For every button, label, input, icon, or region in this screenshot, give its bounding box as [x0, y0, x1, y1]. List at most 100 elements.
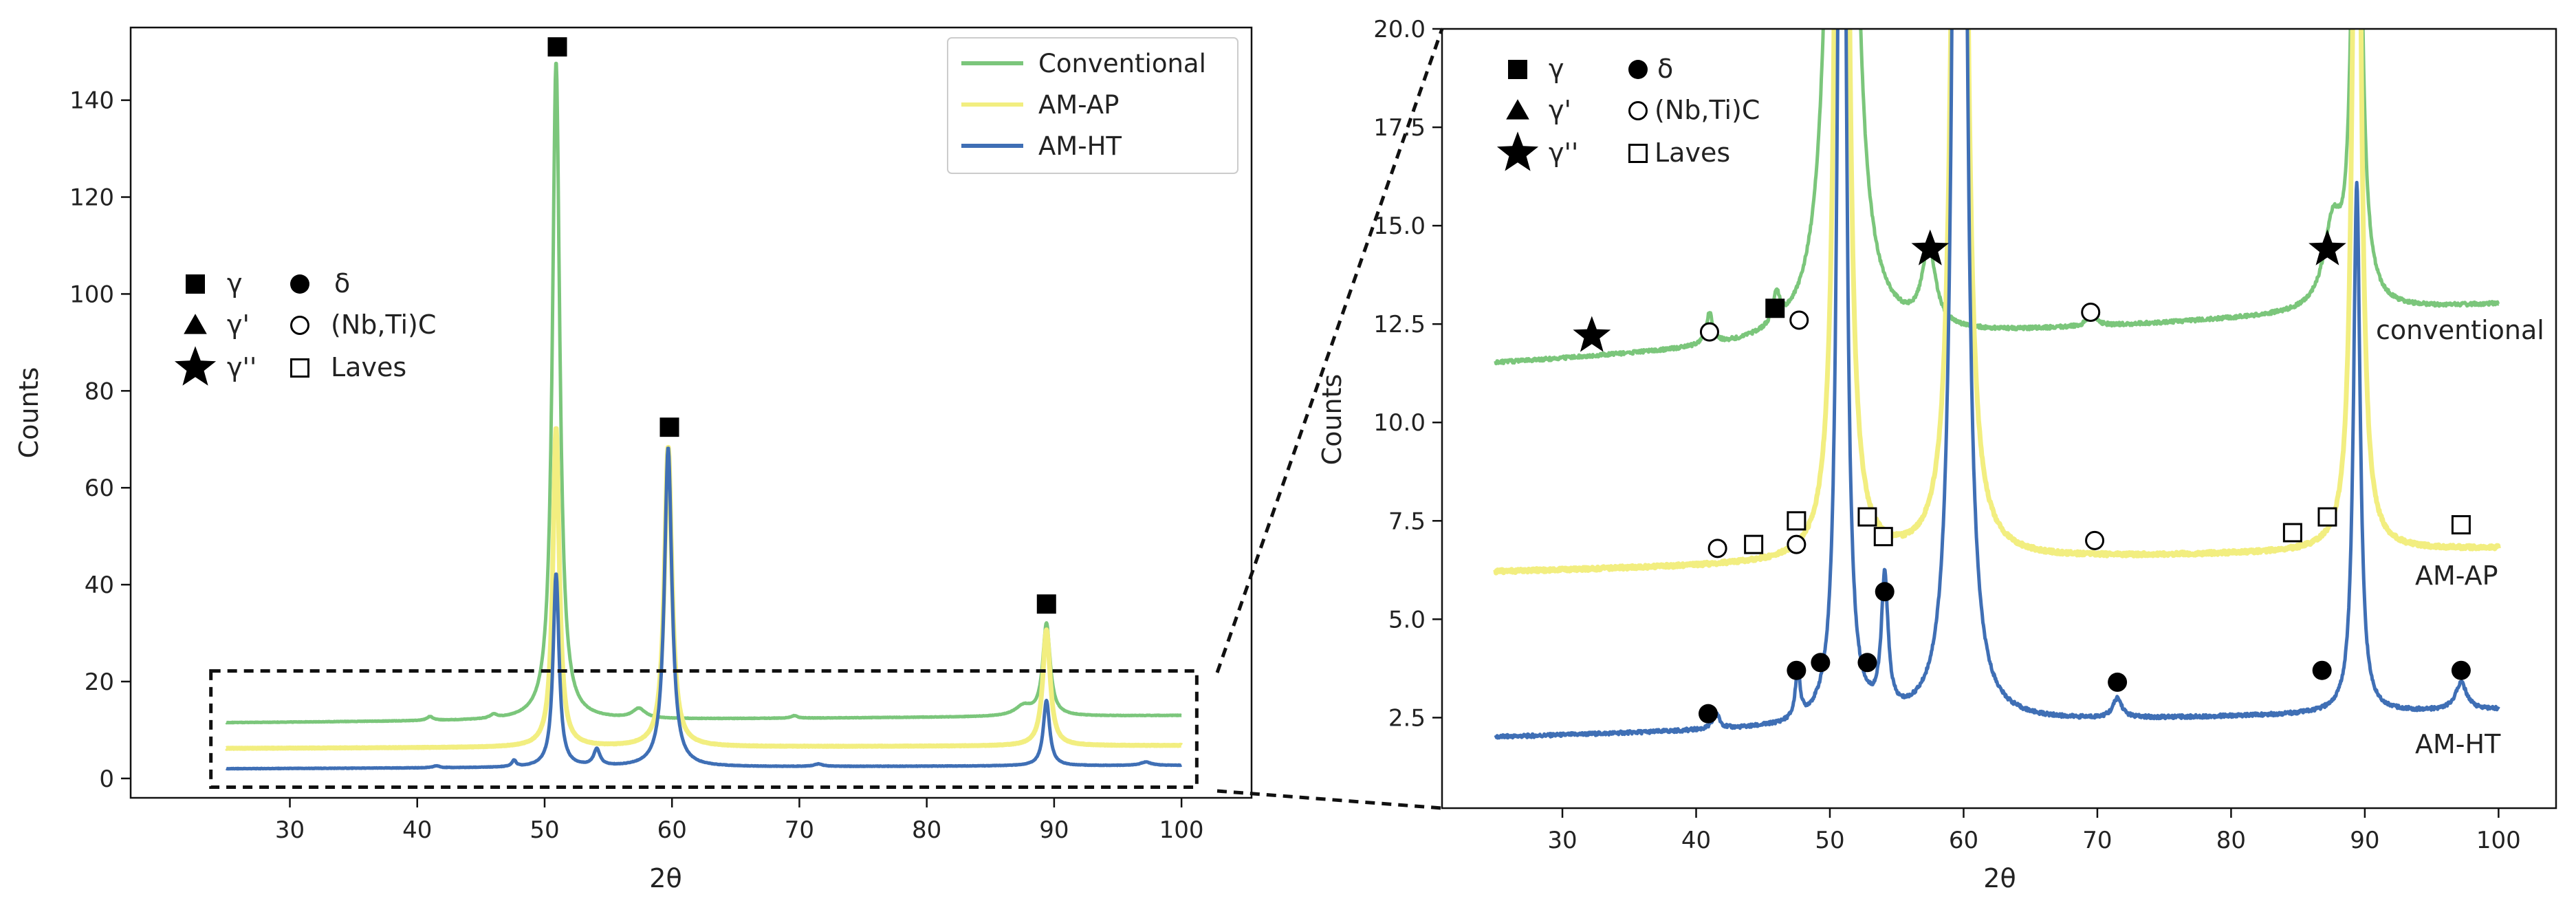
zoom-ytick-label: 2.5 [1388, 704, 1426, 732]
phase-marker-open-square [2282, 523, 2302, 543]
zoom-ytick-label: 10.0 [1373, 409, 1426, 437]
phase-marker-open-square [2317, 507, 2337, 527]
zoom-region-box [209, 669, 1199, 790]
zoom-ytick-label: 7.5 [1388, 508, 1426, 535]
zoom-curve-am-ht [1494, 29, 2500, 740]
phase-marker-open-square [1857, 507, 1877, 527]
full-ytick-label: 120 [69, 184, 114, 212]
full-xtick-label: 50 [530, 816, 559, 844]
zoom-x-ticks: 30 40 50 60 70 80 90 100 [1547, 808, 2521, 854]
zoom-legend-gamma-label: γ [1549, 54, 1564, 84]
zoom-box-rect [209, 669, 1199, 790]
phase-marker-open-circle [1787, 534, 1807, 554]
zoom-curve-labels: conventional AM-AP AM-HT [2376, 315, 2544, 759]
full-curves [224, 61, 1183, 771]
curve-label-am-ap: AM-AP [2415, 561, 2498, 591]
legend-gamma-label: γ [227, 268, 243, 298]
legend-gamma-double-prime-label: γ'' [227, 352, 256, 382]
full-xtick-label: 70 [785, 816, 814, 844]
zoom-y-axis-title: Counts [1317, 374, 1347, 466]
phase-marker-open-square [2451, 515, 2471, 534]
zoom-xtick-label: 100 [2476, 827, 2521, 854]
legend-gamma-prime-icon [184, 314, 207, 334]
zoom-x-axis-title: 2θ [1983, 863, 2016, 893]
zoom-legend-laves-label: Laves [1655, 138, 1730, 168]
zoom-legend-gamma-double-prime-icon [1496, 131, 1539, 171]
curve-label-am-ht: AM-HT [2415, 729, 2501, 759]
zoom-ytick-label: 5.0 [1388, 606, 1426, 633]
zoom-connector-bottom [1216, 789, 1443, 810]
legend-laves-label: Laves [331, 352, 406, 382]
peak-marker-square [547, 37, 567, 57]
zoom-y-ticks: 2.5 5.0 7.5 10.0 12.5 15.0 17.5 20.0 [1373, 16, 1442, 732]
full-ytick-label: 60 [85, 475, 114, 502]
phase-marker-open-square [1744, 534, 1764, 554]
full-xtick-label: 100 [1159, 816, 1204, 844]
legend-delta-label: δ [334, 268, 350, 298]
phase-marker-circle [1811, 653, 1831, 673]
phase-marker-star [1911, 229, 1950, 265]
full-axes-frame [129, 26, 1253, 799]
phase-marker-open-circle [2081, 303, 2101, 322]
legend-laves-icon [290, 358, 309, 378]
phase-marker-open-square [1787, 511, 1807, 531]
full-ytick-label: 100 [69, 281, 114, 308]
full-xtick-label: 40 [402, 816, 432, 844]
zoom-xtick-label: 40 [1681, 827, 1711, 854]
peak-marker-square [659, 417, 679, 437]
zoom-xtick-label: 70 [2082, 827, 2112, 854]
zoom-phase-markers [1573, 229, 2471, 724]
zoom-legend-nbtic-icon [1628, 101, 1648, 120]
phase-marker-open-square [1873, 527, 1893, 547]
zoom-ytick-label: 12.5 [1373, 311, 1426, 338]
legend-gamma-prime-label: γ' [227, 310, 250, 340]
zoom-curve-conventional [1494, 29, 2500, 366]
full-ytick-label: 20 [85, 669, 114, 696]
phase-marker-open-circle [1789, 310, 1809, 330]
phase-marker-circle [2312, 660, 2332, 680]
line-legend: Conventional AM-AP AM-HT [947, 37, 1238, 174]
legend-label-am-ap: AM-AP [1038, 90, 1119, 120]
zoomed-panel: 30 40 50 60 70 80 90 100 2.5 5.0 7.5 10.0 12.5 15.0 1… [1317, 16, 2557, 893]
legend-label-conventional: Conventional [1038, 49, 1206, 78]
phase-marker-circle [1875, 582, 1895, 602]
zoom-xtick-label: 60 [1949, 827, 1978, 854]
phase-marker-open-circle [1699, 322, 1719, 342]
zoom-xtick-label: 80 [2216, 827, 2246, 854]
full-xtick-label: 60 [657, 816, 687, 844]
phase-marker-square [1765, 298, 1785, 318]
phase-marker-open-circle [1707, 539, 1727, 558]
zoom-xtick-label: 90 [2350, 827, 2379, 854]
full-x-ticks: 30 40 50 60 70 80 90 100 [275, 798, 1204, 844]
phase-marker-star [1573, 316, 1611, 352]
line-legend-frame [947, 37, 1238, 174]
full-ytick-label: 140 [69, 87, 114, 115]
zoom-legend-gamma-prime-icon [1506, 99, 1529, 120]
zoom-marker-legend: γ δ γ' (Nb,Ti)C γ'' Laves [1496, 54, 1760, 171]
full-ytick-label: 80 [85, 378, 114, 405]
phase-marker-open-circle [2085, 530, 2105, 550]
full-xtick-label: 90 [1039, 816, 1069, 844]
zoom-ytick-label: 17.5 [1373, 114, 1426, 142]
zoom-xtick-label: 50 [1815, 827, 1844, 854]
zoom-legend-gamma-prime-label: γ' [1549, 95, 1571, 125]
legend-gamma-double-prime-icon [174, 346, 217, 386]
zoom-connector-top [1215, 28, 1444, 673]
phase-marker-circle [2108, 672, 2128, 692]
peak-marker-square [1036, 594, 1056, 614]
full-curve-am-ap [224, 426, 1183, 751]
full-xtick-label: 30 [275, 816, 305, 844]
zoom-legend-gamma-double-prime-label: γ'' [1549, 138, 1578, 168]
phase-marker-circle [1699, 704, 1718, 724]
full-y-axis-title: Counts [14, 367, 44, 459]
full-ytick-label: 0 [99, 766, 114, 793]
full-xtick-label: 80 [912, 816, 941, 844]
phase-marker-circle [1787, 660, 1807, 680]
phase-marker-circle [2451, 660, 2471, 680]
full-curve-conventional [225, 61, 1183, 725]
zoom-ytick-label: 15.0 [1373, 213, 1426, 240]
full-x-axis-title: 2θ [649, 863, 681, 893]
legend-gamma-icon [186, 274, 205, 294]
